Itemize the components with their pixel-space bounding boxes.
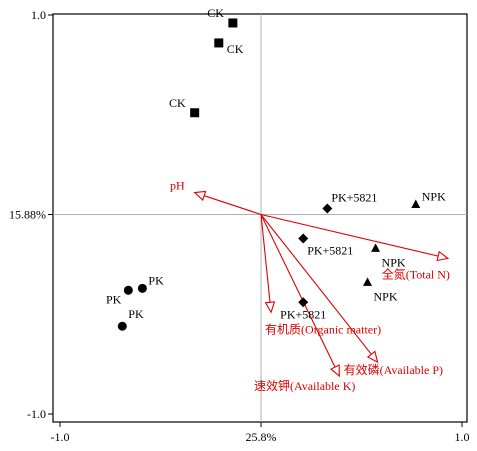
vector-label: pH xyxy=(170,179,185,193)
y-tick-label: -1.0 xyxy=(27,407,46,421)
sample-point: PK+5821 xyxy=(322,191,377,214)
sample-point: PK+5821 xyxy=(280,297,326,321)
y-tick-label: 1.0 xyxy=(31,8,46,22)
vector-arrowhead xyxy=(264,301,276,314)
vector-arrow: 有效磷(Available P) xyxy=(260,214,443,377)
sample-point: CK xyxy=(169,96,200,118)
circle-marker xyxy=(117,321,127,331)
vector-arrowhead xyxy=(366,350,379,364)
sample-points: CK CK CK PK PK PK PK+5821 PK+5821 PK+5821 NPK NPK N… xyxy=(106,6,446,331)
square-marker xyxy=(228,18,238,28)
point-label: PK xyxy=(106,292,122,306)
sample-point: PK xyxy=(117,307,144,331)
point-label: PK+5821 xyxy=(331,191,377,205)
triangle-marker xyxy=(363,277,373,286)
point-label: NPK xyxy=(382,255,406,269)
vector-line xyxy=(260,213,439,257)
vector-label: 全氮(Total N) xyxy=(382,266,450,281)
point-label: CK xyxy=(227,42,244,56)
vector-line xyxy=(260,214,336,368)
environment-vectors: pH 全氮(Total N) 有机质(Organic matter) 有效磷(Avai… xyxy=(170,179,450,394)
vector-label: 速效钾(Available K) xyxy=(254,378,355,393)
sample-point: PK xyxy=(137,273,164,293)
circle-marker xyxy=(137,283,147,293)
sample-point: CK xyxy=(207,6,238,28)
vector-arrow: 全氮(Total N) xyxy=(260,213,450,281)
point-label: PK+5821 xyxy=(307,243,353,257)
point-label: NPK xyxy=(374,289,398,303)
y-axis-ticks: 1.0 15.88% -1.0 xyxy=(9,8,53,421)
circle-marker xyxy=(123,285,133,295)
triangle-marker xyxy=(411,199,421,209)
vector-label: 有效磷(Available P) xyxy=(344,362,443,377)
sample-point: CK xyxy=(214,38,244,56)
point-label: CK xyxy=(207,6,224,20)
vector-label: 有机质(Organic matter) xyxy=(265,322,381,336)
plot-frame xyxy=(52,13,468,423)
vector-line xyxy=(203,195,262,216)
y-tick-label: 15.88% xyxy=(9,208,46,222)
point-label: PK xyxy=(148,273,164,287)
x-tick-label: -1.0 xyxy=(51,430,70,444)
vector-arrowhead xyxy=(193,190,207,201)
vector-arrow: 有机质(Organic matter) xyxy=(260,214,381,336)
vector-arrow: pH xyxy=(170,179,262,216)
sample-point: NPK xyxy=(411,190,446,209)
x-axis-ticks: -1.0 25.8% 1.0 xyxy=(51,422,470,444)
point-label: PK+5821 xyxy=(280,307,326,321)
diamond-marker xyxy=(322,203,333,214)
sample-point: NPK xyxy=(363,277,398,303)
sample-point: PK xyxy=(106,285,133,306)
vector-line xyxy=(260,214,372,355)
vector-arrowhead xyxy=(329,364,340,378)
triangle-marker xyxy=(371,243,381,252)
square-marker xyxy=(190,108,200,118)
square-marker xyxy=(214,38,224,48)
x-tick-label: 25.8% xyxy=(246,430,277,444)
diamond-marker xyxy=(298,297,309,308)
sample-point: NPK xyxy=(371,243,406,269)
sample-point: PK+5821 xyxy=(298,233,353,257)
vector-line xyxy=(260,214,271,303)
x-tick-label: 1.0 xyxy=(455,430,470,444)
vector-arrowhead xyxy=(436,250,450,262)
point-label: PK xyxy=(128,307,144,321)
diamond-marker xyxy=(298,233,309,244)
point-label: CK xyxy=(169,96,186,110)
point-label: NPK xyxy=(422,190,446,204)
vector-arrow: 速效钾(Available K) xyxy=(254,214,355,393)
